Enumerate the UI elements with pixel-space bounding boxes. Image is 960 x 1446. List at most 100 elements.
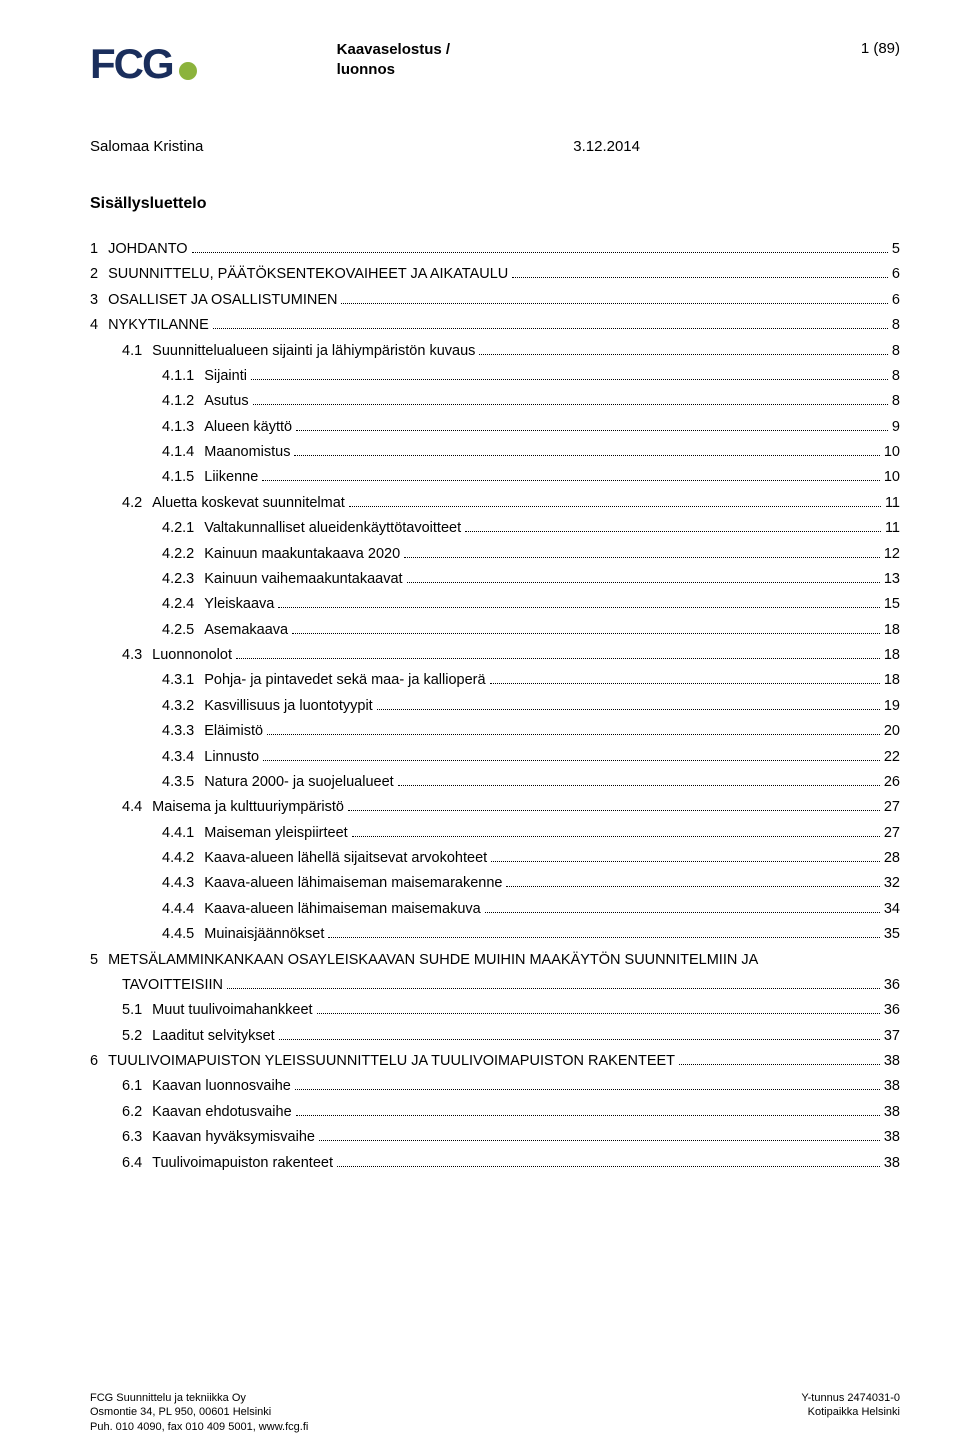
toc-leader <box>294 455 879 456</box>
toc-label: Suunnittelualueen sijainti ja lähiympäri… <box>152 339 475 364</box>
toc-label: Linnusto <box>204 745 259 770</box>
toc-row: 4.3.3Eläimistö20 <box>90 719 900 744</box>
toc-page: 36 <box>884 973 900 998</box>
toc-row: 2SUUNNITTELU, PÄÄTÖKSENTEKOVAIHEET JA AI… <box>90 262 900 287</box>
toc-page: 8 <box>892 313 900 338</box>
footer-company: FCG Suunnittelu ja tekniikka Oy <box>90 1391 308 1405</box>
author-row: Salomaa Kristina 3.12.2014 <box>90 138 900 155</box>
toc-page: 12 <box>884 542 900 567</box>
toc-row: 4.1.5Liikenne10 <box>90 465 900 490</box>
logo-dot-icon <box>179 62 197 80</box>
toc-number: 4.3.1 <box>162 668 194 693</box>
toc-row: 4.4.3Kaava-alueen lähimaiseman maisemara… <box>90 871 900 896</box>
toc-label: Maisema ja kulttuuriympäristö <box>152 795 344 820</box>
toc-label: Kainuun vaihemaakuntakaavat <box>204 567 402 592</box>
footer-address: Osmontie 34, PL 950, 00601 Helsinki <box>90 1405 308 1419</box>
toc-number: 4.4.1 <box>162 821 194 846</box>
toc-page: 9 <box>892 415 900 440</box>
toc-page: 18 <box>884 643 900 668</box>
toc-number: 6 <box>90 1049 98 1074</box>
toc-label: TUULIVOIMAPUISTON YLEISSUUNNITTELU JA TU… <box>108 1049 675 1074</box>
toc-leader <box>227 988 880 989</box>
toc-row: 3 OSALLISET JA OSALLISTUMINEN 6 <box>90 288 900 313</box>
toc-number: 4.2.4 <box>162 592 194 617</box>
toc-row: 1JOHDANTO5 <box>90 237 900 262</box>
toc-number: 6.3 <box>122 1125 142 1150</box>
toc-page: 34 <box>884 897 900 922</box>
footer-right: Y-tunnus 2474031-0 Kotipaikka Helsinki <box>801 1391 900 1434</box>
toc-label: Maanomistus <box>204 440 290 465</box>
toc-row: 6.3 Kaavan hyväksymisvaihe 38 <box>90 1125 900 1150</box>
footer-contact: Puh. 010 4090, fax 010 409 5001, www.fcg… <box>90 1420 308 1434</box>
toc-label: Eläimistö <box>204 719 263 744</box>
toc-number: 3 <box>90 288 98 313</box>
toc-label: Laaditut selvitykset <box>152 1024 275 1049</box>
page-indicator: 1 (89) <box>861 40 900 57</box>
toc-label: Luonnonolot <box>152 643 232 668</box>
toc-row: 4.1.3 Alueen käyttö 9 <box>90 415 900 440</box>
toc-label: Kaavan hyväksymisvaihe <box>152 1125 315 1150</box>
toc-number: 4.1 <box>122 339 142 364</box>
toc-row: 4.1.2Asutus8 <box>90 389 900 414</box>
logo: FCG <box>90 40 197 88</box>
toc-leader <box>485 912 880 913</box>
toc-page: 6 <box>892 262 900 287</box>
toc-number: 4.4.3 <box>162 871 194 896</box>
toc-number: 4.3 <box>122 643 142 668</box>
toc-label: TAVOITTEISIIN <box>122 973 223 998</box>
toc-leader <box>267 734 880 735</box>
toc-row: 4.3.4Linnusto22 <box>90 745 900 770</box>
toc-leader <box>292 633 880 634</box>
toc-leader <box>296 1115 880 1116</box>
toc-number: 5.2 <box>122 1024 142 1049</box>
toc-row: 4.4Maisema ja kulttuuriympäristö27 <box>90 795 900 820</box>
toc-leader <box>262 480 880 481</box>
toc-page: 36 <box>884 998 900 1023</box>
toc-leader <box>679 1064 880 1065</box>
toc-leader <box>236 658 880 659</box>
toc-number: 4.2.2 <box>162 542 194 567</box>
toc-page: 38 <box>884 1049 900 1074</box>
toc-leader <box>491 861 880 862</box>
toc-page: 11 <box>885 516 900 541</box>
toc-page: 38 <box>884 1125 900 1150</box>
toc-row: 5METSÄLAMMINKANKAAN OSAYLEISKAAVAN SUHDE… <box>90 948 900 973</box>
toc-page: 15 <box>884 592 900 617</box>
toc-number: 6.4 <box>122 1151 142 1176</box>
toc-row: 4.1.4Maanomistus10 <box>90 440 900 465</box>
toc-number: 4.4.4 <box>162 897 194 922</box>
toc-label: Kaava-alueen lähellä sijaitsevat arvokoh… <box>204 846 487 871</box>
toc-number: 4.1.4 <box>162 440 194 465</box>
toc-leader <box>348 810 880 811</box>
toc-leader <box>377 709 880 710</box>
toc-number: 4.1.3 <box>162 415 194 440</box>
toc-number: 4.2.5 <box>162 618 194 643</box>
toc-row: 4.2.4Yleiskaava15 <box>90 592 900 617</box>
toc-label: JOHDANTO <box>108 237 188 262</box>
toc-row: 4.3.5Natura 2000- ja suojelualueet26 <box>90 770 900 795</box>
toc-page: 5 <box>892 237 900 262</box>
toc-label: METSÄLAMMINKANKAAN OSAYLEISKAAVAN SUHDE … <box>108 948 758 973</box>
toc-label: Muinaisjäännökset <box>204 922 324 947</box>
toc-number: 4.4 <box>122 795 142 820</box>
toc-leader <box>465 531 881 532</box>
toc-number: 4.1.5 <box>162 465 194 490</box>
toc-number: 4.3.5 <box>162 770 194 795</box>
toc-page: 6 <box>892 288 900 313</box>
header-title-block: Kaavaselostus / luonnos <box>337 40 861 79</box>
toc-number: 4.1.2 <box>162 389 194 414</box>
toc-page: 22 <box>884 745 900 770</box>
toc-leader <box>328 937 880 938</box>
table-of-contents: 1JOHDANTO52SUUNNITTELU, PÄÄTÖKSENTEKOVAI… <box>90 237 900 1176</box>
toc-row: 5.2Laaditut selvitykset37 <box>90 1024 900 1049</box>
toc-label: OSALLISET JA OSALLISTUMINEN <box>108 288 337 313</box>
toc-label: Kasvillisuus ja luontotyypit <box>204 694 372 719</box>
toc-title: Sisällysluettelo <box>90 195 900 213</box>
toc-label: Liikenne <box>204 465 258 490</box>
toc-page: 8 <box>892 389 900 414</box>
toc-label: Alueen käyttö <box>204 415 292 440</box>
toc-page: 27 <box>884 821 900 846</box>
toc-leader <box>278 607 879 608</box>
toc-label: Kainuun maakuntakaava 2020 <box>204 542 400 567</box>
toc-page: 38 <box>884 1100 900 1125</box>
